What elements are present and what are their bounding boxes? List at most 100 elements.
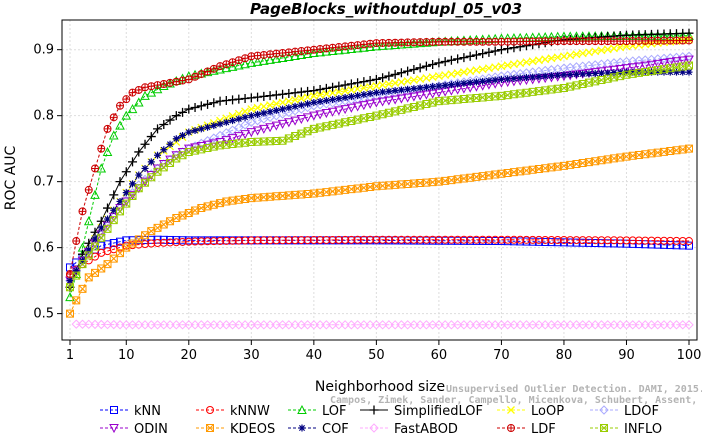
legend-item-knnw: kNNW: [196, 404, 270, 419]
data-point: [91, 252, 100, 261]
legend-item-cof: COF: [288, 422, 349, 434]
data-point: [422, 235, 431, 244]
data-point: [116, 207, 125, 216]
data-point: [354, 92, 362, 100]
data-point: [491, 76, 499, 84]
data-point: [66, 283, 74, 292]
data-point: [121, 320, 131, 330]
data-point: [429, 83, 437, 91]
data-point: [434, 320, 444, 330]
data-point: [534, 235, 543, 244]
data-point: [166, 78, 175, 87]
legend-marker: [206, 424, 214, 432]
data-point: [203, 99, 213, 109]
legend-marker: [507, 406, 515, 414]
data-point: [115, 120, 125, 130]
data-point: [366, 90, 374, 98]
data-point: [127, 320, 138, 330]
data-point: [559, 236, 568, 245]
data-point: [109, 239, 118, 248]
data-point: [297, 236, 306, 245]
data-point: [415, 38, 425, 48]
x-tick-label: 90: [618, 348, 635, 363]
data-point: [291, 236, 300, 245]
series-kdeos: [66, 144, 693, 318]
series-ldf: [66, 36, 694, 279]
data-point: [459, 68, 468, 77]
data-point: [360, 91, 368, 99]
data-point: [277, 320, 288, 330]
data-point: [334, 87, 343, 96]
data-point: [309, 111, 319, 121]
data-point: [416, 235, 425, 244]
data-point: [347, 93, 355, 101]
data-point: [466, 235, 475, 244]
data-point: [209, 133, 219, 143]
data-point: [304, 100, 312, 108]
data-point: [147, 239, 156, 248]
data-point: [96, 216, 106, 226]
data-point: [552, 320, 563, 330]
data-point: [421, 61, 431, 71]
data-point: [404, 85, 412, 93]
data-point: [202, 320, 213, 330]
data-point: [322, 96, 330, 104]
data-point: [328, 88, 337, 97]
legend-label: LoOP: [531, 404, 564, 419]
data-point: [146, 132, 156, 142]
data-point: [241, 236, 250, 245]
data-point: [628, 320, 638, 330]
data-point: [503, 61, 512, 70]
data-point: [685, 237, 693, 246]
data-point: [496, 320, 507, 330]
data-point: [328, 235, 337, 244]
data-point: [635, 41, 643, 50]
data-point: [666, 236, 675, 245]
x-axis: 1 10 20 30 40 50 60 70 80 90 100: [66, 340, 701, 363]
data-point: [66, 309, 74, 318]
legend-marker: [109, 424, 119, 434]
legend-item-lof: LOF: [288, 404, 347, 419]
data-point: [685, 241, 693, 250]
data-point: [322, 235, 331, 244]
data-point: [422, 74, 431, 83]
legend-label: LOF: [322, 404, 347, 419]
data-point: [309, 86, 319, 96]
legend-marker: [206, 406, 214, 414]
data-point: [72, 267, 80, 275]
data-point: [472, 235, 481, 244]
data-point: [659, 236, 668, 245]
data-point: [678, 320, 688, 330]
data-point: [591, 69, 599, 77]
data-point: [203, 237, 212, 246]
data-point: [247, 105, 256, 114]
data-point: [365, 76, 375, 86]
x-tick-label: 50: [368, 348, 385, 363]
data-point: [252, 320, 263, 330]
data-point: [384, 235, 393, 244]
data-point: [559, 320, 569, 330]
data-point: [246, 128, 257, 138]
data-point: [178, 107, 188, 117]
data-point: [296, 114, 307, 125]
legend-item-simplifiedlof: SimplifiedLOF: [360, 404, 483, 419]
data-point: [91, 242, 100, 251]
data-point: [265, 123, 275, 133]
data-point: [441, 81, 449, 89]
data-point: [129, 180, 137, 188]
data-point: [103, 224, 112, 233]
data-point: [603, 45, 612, 54]
legend-label: FastABOD: [394, 422, 458, 434]
data-point: [303, 93, 312, 102]
data-point: [146, 320, 156, 330]
data-point: [529, 73, 537, 81]
data-point: [116, 197, 124, 205]
data-point: [215, 320, 225, 330]
data-point: [402, 39, 413, 49]
data-point: [402, 320, 413, 330]
data-point: [190, 320, 200, 330]
data-point: [290, 116, 300, 126]
data-point: [141, 240, 150, 249]
data-point: [566, 70, 574, 78]
legend-label: LDF: [531, 422, 556, 434]
